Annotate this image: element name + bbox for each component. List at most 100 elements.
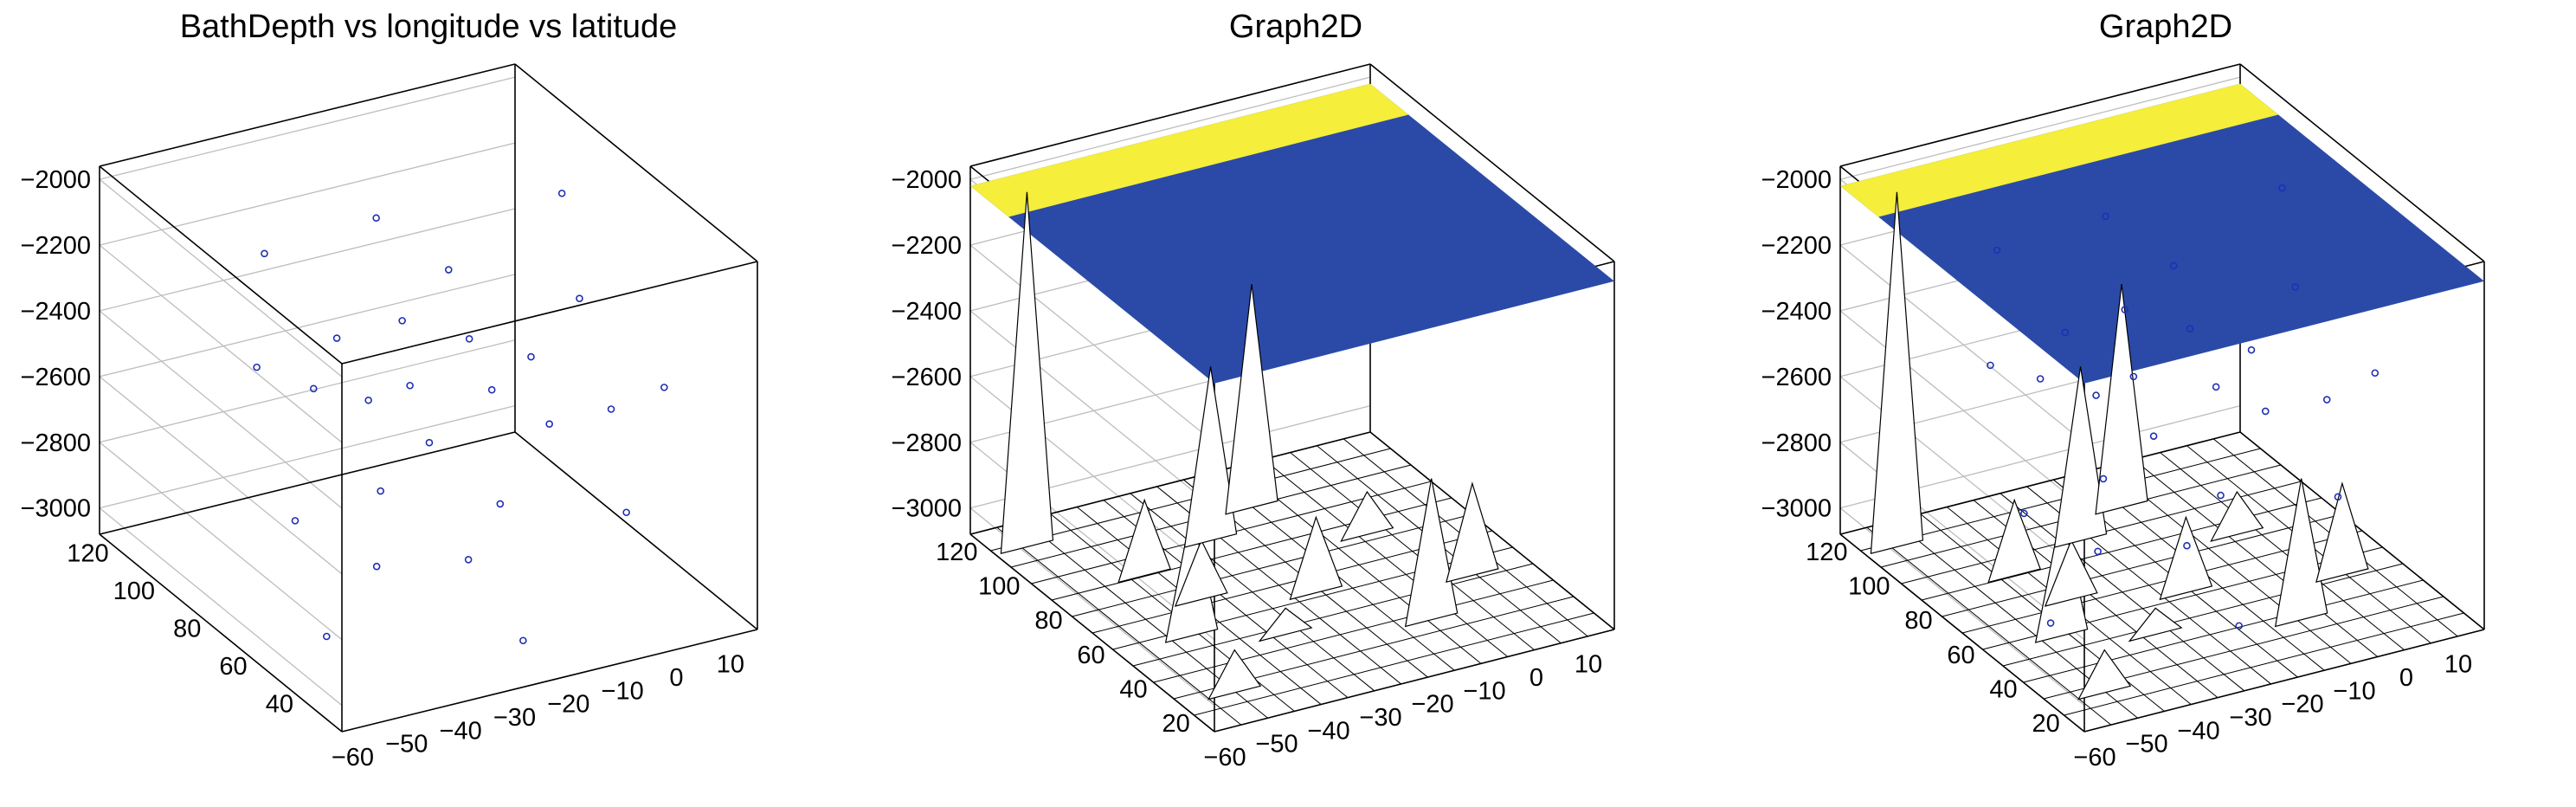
- box-edge: [341, 629, 758, 733]
- surface-highband: [970, 83, 1409, 217]
- data-point: [2020, 509, 2028, 518]
- y-tick-label: 80: [1904, 607, 1932, 635]
- x-tick-label: −40: [440, 717, 482, 745]
- mesh-line: [1153, 579, 1554, 683]
- surface-mesh: [1839, 431, 2485, 733]
- x-tick-label: 0: [669, 664, 683, 692]
- surface-peak: [2095, 284, 2148, 515]
- surface-peak: [1000, 191, 1054, 555]
- mesh-line: [1072, 513, 1472, 617]
- surface-peak: [2053, 366, 2108, 548]
- surface-peak: [1870, 191, 1924, 555]
- data-point: [2121, 306, 2129, 313]
- box-edge: [99, 63, 516, 167]
- data-point: [660, 384, 668, 391]
- gridline: [98, 405, 516, 707]
- x-tick-label: 0: [2399, 664, 2413, 692]
- box-edge: [99, 165, 343, 365]
- y-tick-label: 120: [1806, 539, 1847, 566]
- box-frame: [99, 63, 758, 733]
- x-tick-label: −60: [2073, 744, 2116, 771]
- data-point: [2102, 212, 2109, 221]
- y-tick-label: 80: [1034, 607, 1062, 635]
- gridline: [98, 339, 516, 641]
- chart-title: Graph2D: [2099, 9, 2232, 45]
- gridline: [98, 142, 516, 443]
- data-markers: [253, 189, 668, 645]
- data-point: [2036, 375, 2045, 383]
- x-tick-label: −10: [602, 677, 644, 705]
- y-tick-label: 60: [1947, 642, 1974, 669]
- data-point: [406, 381, 414, 390]
- data-point: [309, 384, 318, 393]
- mesh-line: [2083, 629, 2485, 733]
- data-point: [576, 294, 583, 302]
- y-tick-label: 40: [1119, 675, 1147, 703]
- gridline: [98, 274, 516, 575]
- x-tick-label: 0: [1530, 664, 1543, 692]
- surface-highband: [1840, 83, 2279, 217]
- z-tick-label: −3000: [1761, 495, 1832, 523]
- y-tick-label: 100: [978, 572, 1020, 600]
- box-edge: [514, 63, 758, 262]
- box-edge: [341, 261, 758, 365]
- data-point: [2322, 396, 2331, 404]
- mesh-line: [1194, 612, 1594, 716]
- data-point: [2278, 184, 2286, 192]
- data-point: [2261, 407, 2270, 416]
- surface-peak: [1225, 284, 1278, 515]
- surface-peak: [2044, 539, 2098, 607]
- x-tick-label: −50: [385, 731, 428, 759]
- data-point: [377, 487, 384, 495]
- surface-peak: [1183, 366, 1238, 548]
- data-point: [465, 334, 473, 343]
- data-point: [2099, 475, 2108, 483]
- data-point: [496, 500, 505, 508]
- z-tick-label: −2400: [1761, 298, 1832, 326]
- mesh-line: [1860, 448, 2261, 552]
- y-tick-label: 120: [936, 539, 977, 566]
- data-point: [2235, 622, 2243, 630]
- x-tick-label: −20: [547, 691, 589, 719]
- data-point: [261, 249, 268, 258]
- box-edge: [1369, 63, 1615, 262]
- z-tick-label: −2800: [1761, 429, 1832, 457]
- surface-peak: [1174, 539, 1228, 607]
- surface-peak: [2128, 607, 2183, 642]
- surface-peak: [1289, 515, 1343, 601]
- data-point: [2334, 493, 2342, 501]
- y-tick-label: 80: [173, 616, 201, 643]
- z-tick-label: −2200: [21, 232, 91, 260]
- panel-surface-2: Graph2D −2000 −2200 −2400 −2600 −2800 −3000 −6…: [1761, 9, 2485, 771]
- surface-peak: [1404, 478, 1459, 628]
- x-tick-label: −20: [2281, 691, 2323, 719]
- data-point: [622, 508, 630, 517]
- x-tick-label: −50: [2125, 731, 2167, 759]
- data-point: [519, 636, 527, 645]
- data-point: [2371, 369, 2380, 378]
- mesh-line: [2023, 579, 2424, 683]
- box-edge: [99, 533, 343, 733]
- panel-scatter-3d: BathDepth vs longitude vs latitude −2000…: [21, 9, 758, 771]
- y-tick-label: 60: [219, 653, 247, 681]
- z-tick-label: −3000: [21, 495, 91, 523]
- data-point: [425, 438, 434, 447]
- data-point: [2183, 541, 2191, 550]
- surface-peak: [1987, 498, 2041, 584]
- y-tick-label: 40: [1989, 675, 2017, 703]
- x-tick-label: −30: [1359, 704, 1401, 732]
- mesh-line: [1921, 497, 2322, 601]
- data-point: [557, 189, 566, 197]
- mesh-line: [1132, 563, 1534, 667]
- data-markers: [1987, 184, 2380, 630]
- data-point: [487, 385, 496, 394]
- x-tick-label: −40: [1307, 717, 1349, 745]
- y-tick-label: 100: [113, 578, 155, 605]
- data-point: [444, 266, 453, 274]
- z-tick-label: −2800: [892, 429, 962, 457]
- data-point: [291, 517, 299, 525]
- data-point: [1993, 246, 2001, 255]
- data-point: [398, 317, 406, 325]
- tick-labels: −2000−2200−2400−2600−2800−3000−60 −50 −40−…: [21, 166, 744, 771]
